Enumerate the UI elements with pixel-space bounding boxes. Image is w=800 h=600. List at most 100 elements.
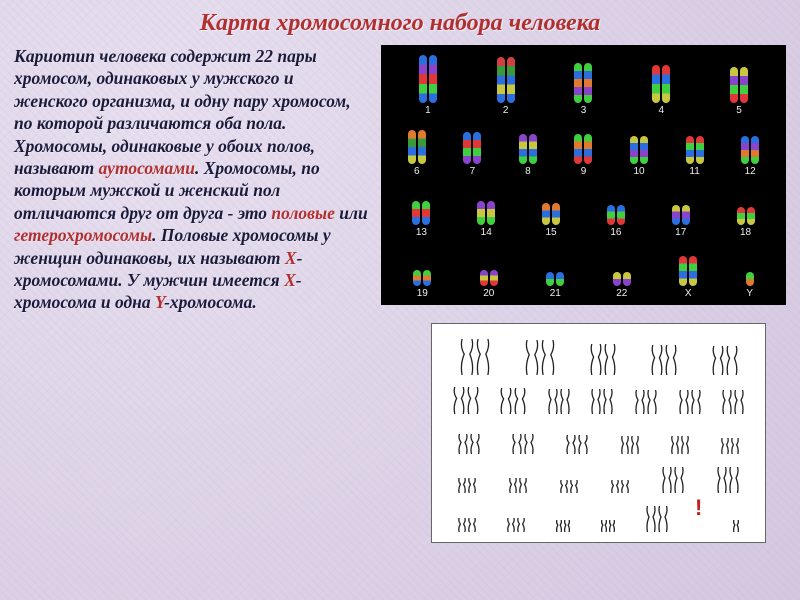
ideogram-pair: [712, 346, 738, 375]
chromosome-pair: Y: [746, 272, 754, 299]
chromosome-icon: [747, 207, 755, 225]
chromosome-number: 22: [616, 288, 627, 299]
chromosome-pair: 9: [574, 134, 592, 177]
chromosome-icon: [617, 205, 625, 225]
karyotype-row: 131415161718: [389, 181, 778, 238]
ideogram-chromosome-icon: [507, 518, 515, 532]
ideogram-chromosome-icon: [647, 390, 657, 414]
ideogram-chromosome-icon: [601, 520, 607, 532]
ideogram-pair: [621, 436, 639, 454]
chromosome-icon: [497, 57, 505, 103]
chromosome-pair: 17: [672, 205, 690, 238]
chromosome-icon: [662, 65, 670, 103]
ideogram-chromosome-icon: [681, 436, 689, 454]
ideogram-chromosome-icon: [729, 467, 739, 493]
chromosome-icon: [542, 203, 550, 225]
chromosome-icon: [490, 270, 498, 286]
chromosome-number: 15: [546, 227, 557, 238]
ideogram-chromosome-icon: [611, 480, 619, 493]
highlight-autosomes: аутосомами: [99, 158, 195, 178]
ideogram-pair: [601, 520, 615, 532]
ideogram-chromosome-icon: [674, 467, 684, 493]
chromosome-number: 7: [470, 166, 476, 177]
ideogram-pair: [733, 520, 739, 532]
chromosome-pair: 20: [480, 270, 498, 299]
ideogram-chromosome-icon: [621, 436, 629, 454]
ideogram-pair: [458, 434, 480, 454]
ideogram-row: !: [442, 495, 755, 532]
chromosome-pair: 7: [463, 132, 481, 177]
spectral-karyotype-image: 12345678910111213141516171819202122XY: [381, 45, 786, 305]
ideogram-chromosome-icon: [646, 506, 656, 532]
chromosome-pair: 14: [477, 201, 495, 238]
ideogram-chromosome-icon: [524, 434, 534, 454]
ideogram-chromosome-icon: [458, 478, 466, 493]
chromosome-icon: [737, 207, 745, 225]
ideogram-pair: [671, 436, 689, 454]
ideogram-chromosome-icon: [591, 389, 601, 414]
ideogram-chromosome-icon: [662, 467, 672, 493]
chromosome-pair: 6: [408, 130, 426, 177]
ideogram-chromosome-icon: [726, 346, 738, 375]
chromosome-icon: [574, 134, 582, 164]
ideogram-chromosome-icon: [525, 340, 539, 375]
ideogram-pair: [611, 480, 629, 493]
ideogram-chromosome-icon: [621, 480, 629, 493]
chromosome-number: X: [685, 288, 692, 299]
chromosome-number: 19: [417, 288, 428, 299]
ideogram-chromosome-icon: [476, 339, 490, 375]
chromosome-pair: 19: [413, 270, 431, 299]
chromosome-number: 3: [581, 105, 587, 116]
chromosome-number: 8: [525, 166, 531, 177]
highlight-x2: Х: [284, 270, 296, 290]
slide-content: Карта хромосомного набора человека Карио…: [0, 0, 800, 600]
ideogram-pair: [591, 389, 613, 414]
chromosome-number: Y: [746, 288, 753, 299]
chromosome-number: 5: [736, 105, 742, 116]
ideogram-chromosome-icon: [609, 520, 615, 532]
chromosome-number: 14: [481, 227, 492, 238]
ideogram-row: [442, 416, 755, 453]
chromosome-pair: 13: [412, 201, 430, 238]
chromosome-pair: 4: [652, 65, 670, 116]
chromosome-icon: [546, 272, 554, 286]
ideogram-image: !: [431, 323, 766, 543]
ideogram-chromosome-icon: [517, 518, 525, 532]
ideogram-chromosome-icon: [665, 345, 677, 375]
ideogram-chromosome-icon: [635, 390, 645, 414]
chromosome-number: 6: [414, 166, 420, 177]
karyotype-row: 6789101112: [389, 120, 778, 177]
highlight-y: Y: [155, 292, 164, 312]
chromosome-number: 4: [659, 105, 665, 116]
ideogram-pair: [458, 478, 476, 493]
ideogram-chromosome-icon: [604, 344, 616, 375]
body-text: Кариотип человека содержит 22 пары хромо…: [14, 45, 371, 543]
chromosome-pair: 12: [741, 136, 759, 177]
chromosome-pair: X: [679, 256, 697, 299]
ideogram-chromosome-icon: [560, 480, 568, 493]
ideogram-chromosome-icon: [631, 436, 639, 454]
ideogram-pair: [509, 478, 527, 493]
ideogram-chromosome-icon: [721, 438, 729, 454]
chromosome-icon: [480, 270, 488, 286]
highlight-x1: Х: [285, 248, 297, 268]
chromosome-pair: 21: [546, 272, 564, 299]
ideogram-chromosome-icon: [514, 388, 526, 414]
ideogram-row: [442, 338, 755, 375]
chromosome-pair: 22: [613, 272, 631, 299]
chromosome-icon: [751, 136, 759, 164]
ideogram-chromosome-icon: [556, 520, 562, 532]
chromosome-number: 20: [483, 288, 494, 299]
karyotype-row: 12345: [389, 55, 778, 116]
chromosome-icon: [741, 136, 749, 164]
chromosome-icon: [613, 272, 621, 286]
ideogram-chromosome-icon: [460, 339, 474, 375]
chromosome-icon: [607, 205, 615, 225]
chromosome-icon: [412, 201, 420, 225]
ideogram-pair: [646, 506, 668, 532]
chromosome-number: 10: [633, 166, 644, 177]
ideogram-chromosome-icon: [734, 390, 744, 414]
ideogram-row: [442, 377, 755, 414]
page-title: Карта хромосомного набора человека: [14, 10, 786, 37]
ideogram-chromosome-icon: [560, 389, 570, 414]
